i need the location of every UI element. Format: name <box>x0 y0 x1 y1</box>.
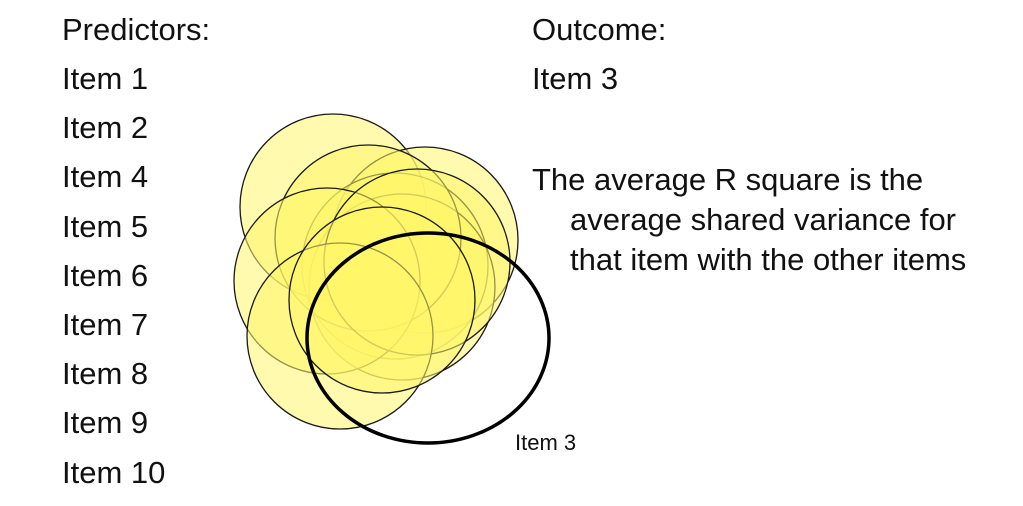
predictors-heading: Predictors: <box>62 12 211 47</box>
predictor-item: Item 7 <box>62 306 149 342</box>
outcome-item: Item 3 <box>532 61 619 96</box>
predictor-list: Item 1 Item 2 Item 4 Item 5 Item 6 Item … <box>62 61 165 504</box>
predictor-item: Item 8 <box>62 356 149 392</box>
predictor-item: Item 10 <box>62 454 166 490</box>
predictor-item: Item 5 <box>62 208 149 244</box>
predictor-item: Item 9 <box>62 405 149 441</box>
outcome-circle <box>305 231 551 445</box>
outcome-heading: Outcome: <box>532 12 667 47</box>
outcome-circle-label: Item 3 <box>515 430 577 455</box>
predictor-item: Item 4 <box>62 159 149 195</box>
predictor-item: Item 2 <box>62 110 149 146</box>
explanation-text: The average R square is the average shar… <box>532 162 967 277</box>
predictor-circles <box>233 113 519 430</box>
predictor-item: Item 6 <box>62 257 149 293</box>
predictor-item: Item 1 <box>62 61 149 96</box>
predictor-circle <box>288 206 476 394</box>
